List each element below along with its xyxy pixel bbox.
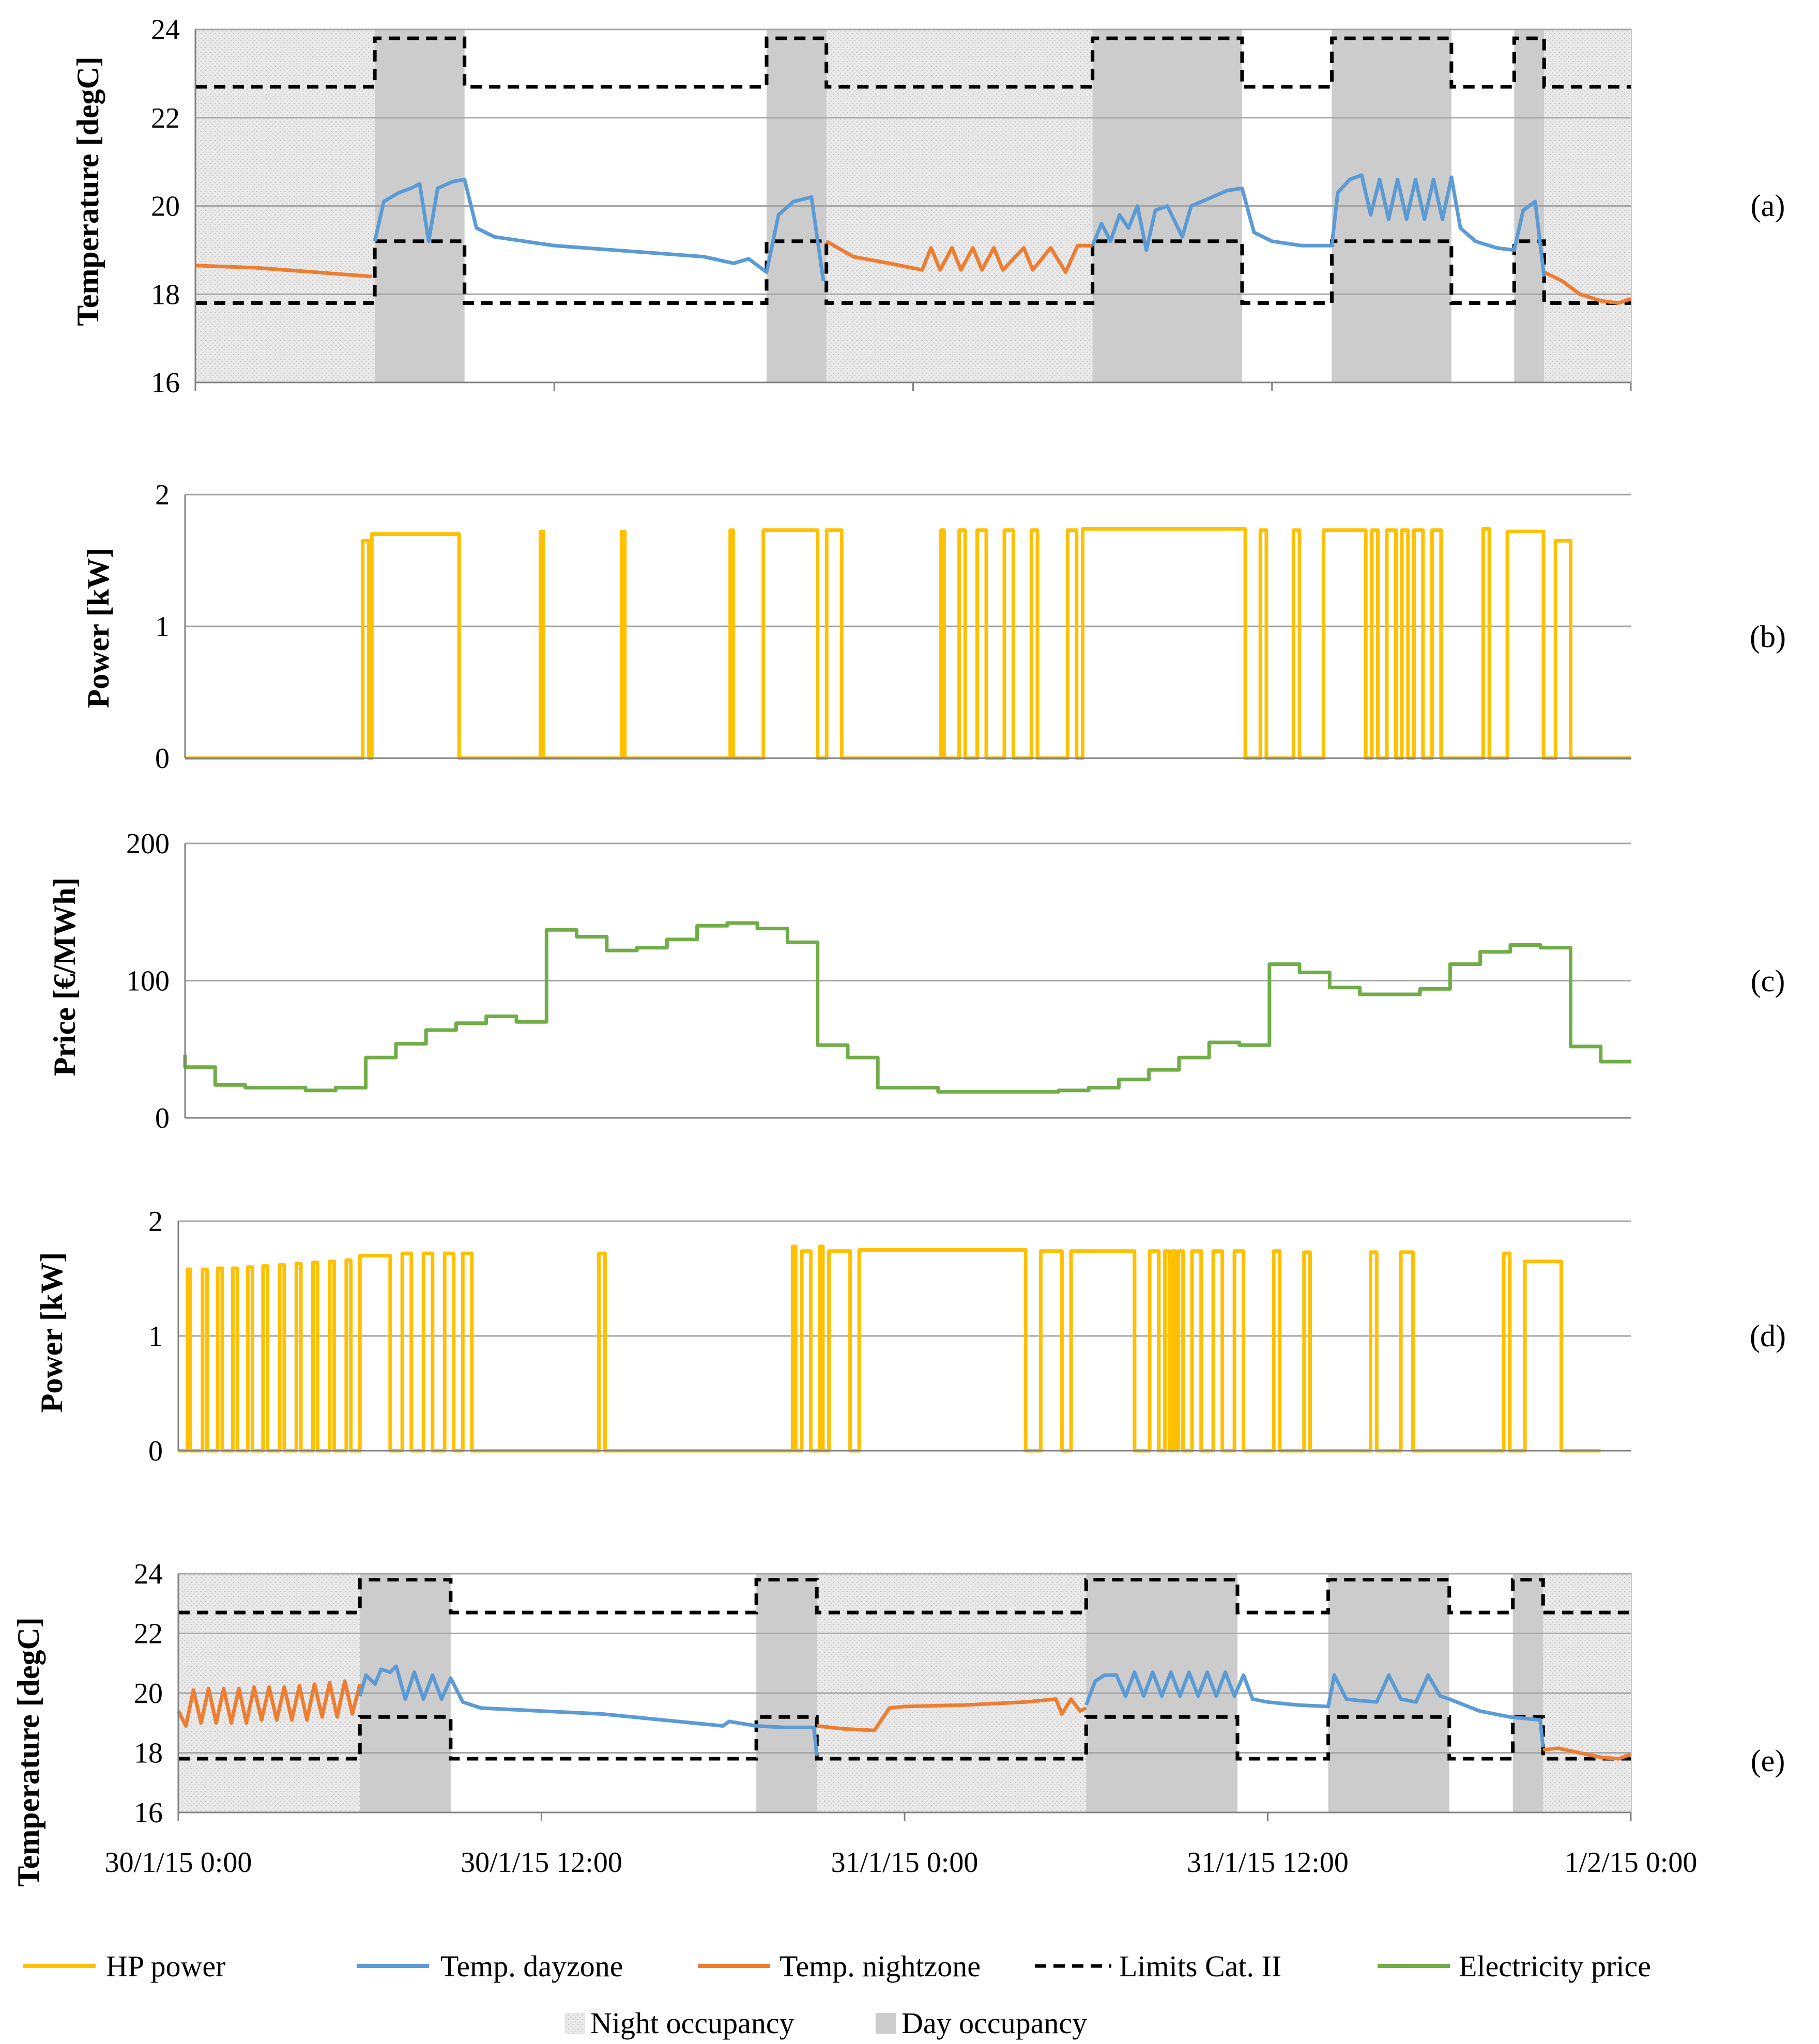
x-tick-label: 31/1/15 12:00 bbox=[1187, 1847, 1349, 1879]
panel-d-y-axis-label: Power [kW] bbox=[35, 1252, 69, 1413]
panel-c-y-axis-label: Price [€/MWh] bbox=[48, 878, 82, 1077]
legend-item-night-occupancy: Night occupancy bbox=[564, 2006, 794, 2040]
legend-label-temp-nightzone: Temp. nightzone bbox=[779, 1949, 981, 1983]
legend-item-temp-nightzone: Temp. nightzone bbox=[698, 1949, 981, 1983]
panel-b-y-axis-label: Power [kW] bbox=[81, 548, 115, 709]
panel-e-axes: 16 18 20 22 24 bbox=[134, 1558, 1632, 1829]
temp-nightzone-line bbox=[195, 264, 372, 279]
legend-item-limits: Limits Cat. II bbox=[1035, 1949, 1281, 1983]
lower-comfort-limit-line bbox=[178, 1715, 1631, 1761]
panel-d-gridlines bbox=[178, 1220, 1631, 1337]
hp-power-line bbox=[178, 1244, 1601, 1453]
panel-c-series bbox=[183, 921, 1631, 1094]
legend-item-temp-dayzone: Temp. dayzone bbox=[357, 1949, 623, 1983]
panel-e: 16 18 20 22 24 Temperature [degC] (e) bbox=[11, 1558, 1785, 1887]
panel-a-y-tick-label: 22 bbox=[151, 102, 180, 134]
panel-d-series bbox=[178, 1244, 1601, 1453]
legend-item-day-occupancy: Day occupancy bbox=[876, 2006, 1087, 2040]
electricity-price-line bbox=[183, 921, 1631, 1094]
panel-a-y-tick-label: 24 bbox=[151, 14, 180, 46]
panel-c-label: (c) bbox=[1751, 964, 1785, 998]
panel-d-y-tick-label: 1 bbox=[148, 1320, 163, 1353]
panel-e-label: (e) bbox=[1751, 1744, 1785, 1778]
panel-e-y-tick-label: 22 bbox=[134, 1618, 163, 1650]
legend-label-limits: Limits Cat. II bbox=[1119, 1949, 1281, 1983]
x-tick-label: 31/1/15 0:00 bbox=[831, 1847, 979, 1879]
panel-d-y-tick-label: 2 bbox=[148, 1206, 163, 1238]
legend-item-electricity-price: Electricity price bbox=[1378, 1949, 1651, 1983]
temp-dayzone-line bbox=[373, 177, 826, 282]
panel-b-series bbox=[185, 527, 1631, 760]
panel-a-y-tick-label: 20 bbox=[151, 191, 180, 223]
panel-a-y-axis-label: Temperature [degC] bbox=[71, 56, 105, 326]
panel-d-axes: 0 1 2 bbox=[148, 1206, 1631, 1467]
x-tick-label: 30/1/15 12:00 bbox=[461, 1847, 622, 1879]
panel-e-y-tick-label: 20 bbox=[134, 1678, 163, 1710]
panel-a-axes: 16 18 20 22 24 bbox=[151, 14, 1632, 399]
legend-label-electricity-price: Electricity price bbox=[1459, 1949, 1651, 1983]
legend-item-hp-power: HP power bbox=[23, 1949, 225, 1983]
panel-b-y-tick-label: 2 bbox=[155, 479, 170, 511]
legend-swatch-day-occupancy bbox=[876, 2013, 896, 2034]
panel-b-axes: 0 1 2 bbox=[155, 479, 1631, 775]
panel-c: 0 100 200 Price [€/MWh] (c) bbox=[48, 828, 1785, 1134]
panel-d: 0 1 2 Power [kW] (d) bbox=[35, 1206, 1786, 1467]
panel-b: 0 1 2 Power [kW] (b) bbox=[81, 479, 1786, 775]
panel-b-gridlines bbox=[185, 494, 1631, 627]
temp-nightzone-line bbox=[1542, 1746, 1632, 1761]
panel-c-gridlines bbox=[185, 842, 1631, 981]
panel-b-label: (b) bbox=[1750, 620, 1786, 654]
panel-e-series bbox=[176, 1578, 1632, 1761]
panel-e-y-tick-label: 24 bbox=[134, 1558, 163, 1590]
temp-nightzone-line bbox=[176, 1679, 362, 1728]
panel-a-y-tick-label: 16 bbox=[151, 367, 180, 399]
panel-e-y-tick-label: 18 bbox=[134, 1738, 163, 1770]
panel-c-y-tick-label: 200 bbox=[126, 828, 170, 860]
x-tick-label: 1/2/15 0:00 bbox=[1565, 1847, 1698, 1879]
panel-c-y-tick-label: 0 bbox=[155, 1102, 170, 1134]
temp-dayzone-line bbox=[1091, 173, 1546, 277]
temp-nightzone-line bbox=[1543, 270, 1632, 305]
upper-comfort-limit-line bbox=[178, 1578, 1631, 1615]
panel-d-y-tick-label: 0 bbox=[148, 1435, 163, 1467]
legend-swatch-night-occupancy bbox=[564, 2013, 585, 2034]
temp-nightzone-line bbox=[825, 239, 1093, 274]
legend-label-temp-dayzone: Temp. dayzone bbox=[440, 1949, 623, 1983]
legend-label-hp-power: HP power bbox=[106, 1949, 225, 1983]
legend: HP power Temp. dayzone Temp. nightzone L… bbox=[23, 1949, 1651, 2040]
panel-a-y-tick-label: 18 bbox=[151, 279, 180, 311]
panel-a-label: (a) bbox=[1751, 189, 1785, 223]
x-tick-label: 30/1/15 0:00 bbox=[105, 1847, 252, 1879]
legend-label-night-occupancy: Night occupancy bbox=[590, 2006, 794, 2040]
temp-dayzone-line bbox=[1084, 1670, 1545, 1747]
panel-a: 16 18 20 22 24 Temperature [degC] (a) bbox=[71, 14, 1785, 399]
panel-e-y-axis-label: Temperature [degC] bbox=[11, 1617, 45, 1887]
panel-b-y-tick-label: 1 bbox=[155, 611, 170, 643]
temp-nightzone-line bbox=[816, 1697, 1087, 1732]
panel-c-axes: 0 100 200 bbox=[126, 828, 1631, 1134]
panel-d-label: (d) bbox=[1750, 1319, 1786, 1353]
lower-comfort-limit-line bbox=[195, 239, 1631, 305]
legend-label-day-occupancy: Day occupancy bbox=[901, 2006, 1087, 2040]
panel-e-y-tick-label: 16 bbox=[134, 1797, 163, 1829]
x-axis-tick-labels: 30/1/15 0:00 30/1/15 12:00 31/1/15 0:00 31/… bbox=[105, 1847, 1698, 1879]
hp-power-line bbox=[185, 527, 1631, 760]
panel-b-y-tick-label: 0 bbox=[155, 743, 170, 775]
panel-a-series bbox=[195, 36, 1632, 305]
upper-comfort-limit-line bbox=[195, 36, 1631, 89]
temp-dayzone-line bbox=[358, 1664, 819, 1756]
panel-c-y-tick-label: 100 bbox=[126, 965, 170, 997]
